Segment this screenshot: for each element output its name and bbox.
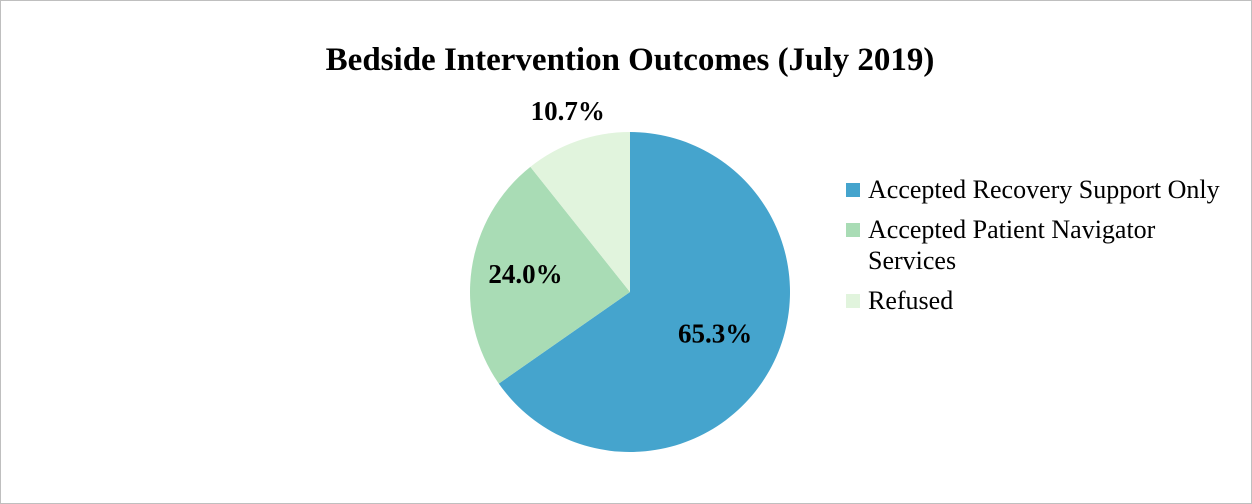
legend: Accepted Recovery Support Only Accepted P… — [846, 174, 1236, 325]
legend-entry: Accepted Patient Navigator Services — [846, 214, 1236, 276]
data-label: 24.0% — [488, 259, 562, 289]
legend-swatch — [846, 223, 860, 237]
data-label: 10.7% — [531, 96, 605, 126]
legend-entry: Refused — [846, 285, 1236, 316]
pie-slice — [530, 132, 630, 292]
chart-title: Bedside Intervention Outcomes (July 2019… — [326, 42, 935, 78]
pie-slice — [469, 166, 630, 384]
pie-slice — [498, 132, 790, 453]
legend-label: Accepted Patient Navigator Services — [868, 215, 1156, 275]
legend-label: Accepted Recovery Support Only — [868, 175, 1220, 204]
data-label: 65.3% — [678, 319, 752, 349]
legend-swatch — [846, 183, 860, 197]
legend-entry: Accepted Recovery Support Only — [846, 174, 1236, 205]
legend-label: Refused — [868, 286, 954, 315]
legend-swatch — [846, 294, 860, 308]
